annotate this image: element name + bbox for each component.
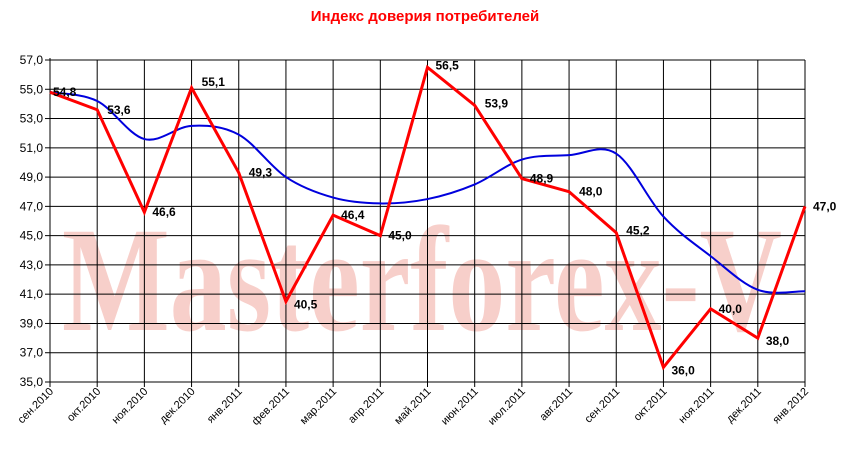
- y-tick-label: 47,0: [20, 199, 44, 213]
- data-label: 48,9: [530, 172, 554, 186]
- data-label: 36,0: [671, 363, 695, 377]
- x-tick-label: фев.2011: [250, 386, 292, 428]
- x-tick-label: сен.2011: [582, 386, 622, 426]
- x-tick-label: ноя.2011: [677, 386, 717, 426]
- data-label: 45,0: [388, 229, 412, 243]
- x-tick-label: дек.2010: [157, 386, 197, 426]
- data-label: 38,0: [766, 334, 790, 348]
- data-label: 53,9: [485, 96, 509, 110]
- y-tick-label: 37,0: [20, 346, 44, 360]
- x-tick-label: авг.2011: [537, 386, 575, 424]
- y-tick-label: 53,0: [20, 112, 44, 126]
- y-tick-label: 39,0: [20, 316, 44, 330]
- x-tick-label: окт.2011: [632, 386, 670, 424]
- data-labels: 54,8 53,6 46,6 55,1 49,3 40,5 46,4 45,0 56,5 53,9…: [53, 58, 837, 377]
- watermark-text: Masterforex-V: [62, 197, 782, 363]
- y-tick-label: 57,0: [20, 53, 44, 67]
- x-tick-label: янв.2012: [771, 386, 812, 427]
- x-tick-label: май.2011: [392, 386, 433, 427]
- x-tick-label: июн.2011: [439, 386, 481, 428]
- data-label: 40,5: [294, 298, 318, 312]
- data-label: 49,3: [249, 166, 273, 180]
- data-label: 53,6: [107, 103, 131, 117]
- y-tick-label: 45,0: [20, 229, 44, 243]
- data-label: 47,0: [813, 199, 837, 213]
- data-label: 55,1: [202, 75, 226, 89]
- series-index-line: [49, 64, 807, 371]
- y-tick-label: 49,0: [20, 170, 44, 184]
- x-tick-label: сен.2010: [16, 386, 56, 426]
- data-label: 54,8: [53, 85, 77, 99]
- x-tick-label: мар.2011: [298, 386, 339, 427]
- data-label: 56,5: [436, 58, 460, 72]
- x-tick-label: ноя.2010: [110, 386, 151, 427]
- data-label: 48,0: [579, 185, 603, 199]
- x-tick-label: дек.2011: [724, 386, 764, 426]
- y-tick-label: 35,0: [20, 375, 44, 389]
- y-tick-label: 51,0: [20, 141, 44, 155]
- y-tick-label: 41,0: [20, 287, 44, 301]
- x-tick-label: апр.2011: [346, 386, 386, 426]
- data-label: 46,6: [152, 205, 176, 219]
- chart-title: Индекс доверия потребителей: [311, 8, 539, 25]
- x-tick-label: окт.2010: [65, 386, 103, 424]
- data-label: 46,4: [341, 208, 365, 222]
- watermark: Masterforex-V: [62, 197, 782, 363]
- data-label: 40,0: [719, 302, 743, 316]
- data-label: 45,2: [626, 224, 650, 238]
- x-tick-label: июл.2011: [486, 386, 528, 428]
- y-tick-label: 43,0: [20, 258, 44, 272]
- x-tick-label: янв.2011: [205, 386, 245, 426]
- y-tick-label: 55,0: [20, 82, 44, 96]
- series: [49, 64, 807, 371]
